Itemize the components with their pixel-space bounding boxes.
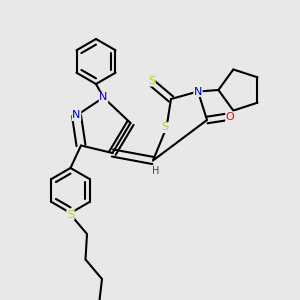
Text: N: N: [99, 92, 108, 103]
Text: S: S: [148, 76, 155, 86]
Text: O: O: [226, 112, 235, 122]
Text: S: S: [161, 122, 169, 133]
Text: N: N: [194, 86, 202, 97]
Text: H: H: [152, 166, 160, 176]
Text: N: N: [72, 110, 81, 121]
Text: S: S: [67, 209, 74, 220]
